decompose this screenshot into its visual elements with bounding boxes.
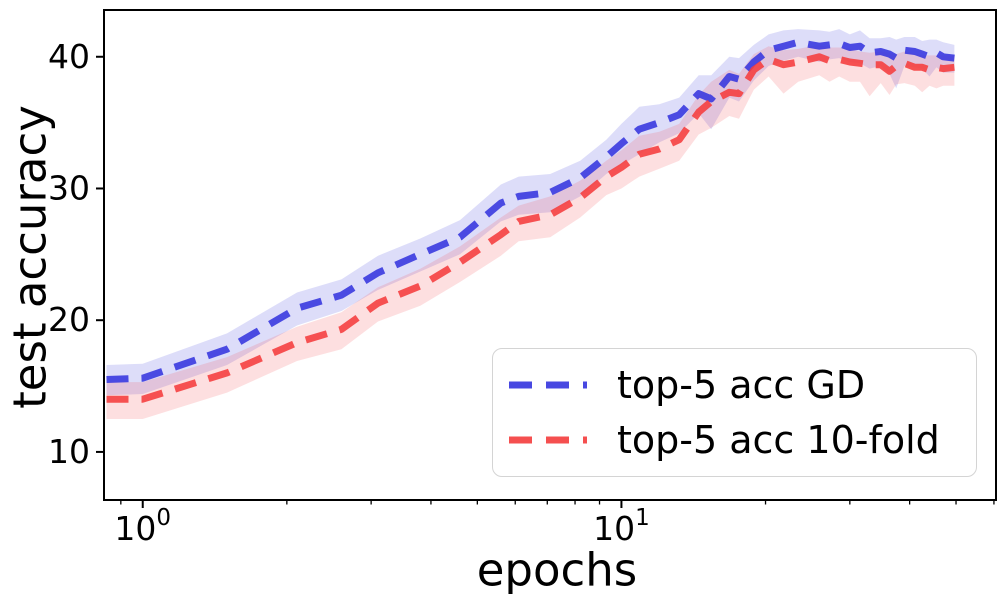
x-tick-label: 101 xyxy=(593,505,650,548)
red-confidence-band xyxy=(106,44,955,420)
legend-label-gd: top-5 acc GD xyxy=(617,363,866,407)
y-axis-label: test accuracy xyxy=(3,105,57,409)
legend-entry-10fold: top-5 acc 10-fold xyxy=(509,421,976,459)
legend-entry-gd: top-5 acc GD xyxy=(509,366,976,404)
x-axis-label: epochs xyxy=(476,543,638,594)
legend: top-5 acc GD top-5 acc 10-fold xyxy=(492,348,977,477)
blue-line xyxy=(106,38,955,383)
red-line xyxy=(106,53,955,403)
plot-spines xyxy=(103,9,997,501)
blue-dash-sample xyxy=(509,381,587,389)
red-dash-sample xyxy=(509,436,587,444)
y-tick-label: 40 xyxy=(48,37,90,76)
y-tick-label: 20 xyxy=(48,300,90,339)
legend-label-10fold: top-5 acc 10-fold xyxy=(617,418,940,462)
x-tick-label: 100 xyxy=(114,505,171,548)
y-tick-label: 10 xyxy=(48,432,90,471)
y-tick-label: 30 xyxy=(48,168,90,207)
